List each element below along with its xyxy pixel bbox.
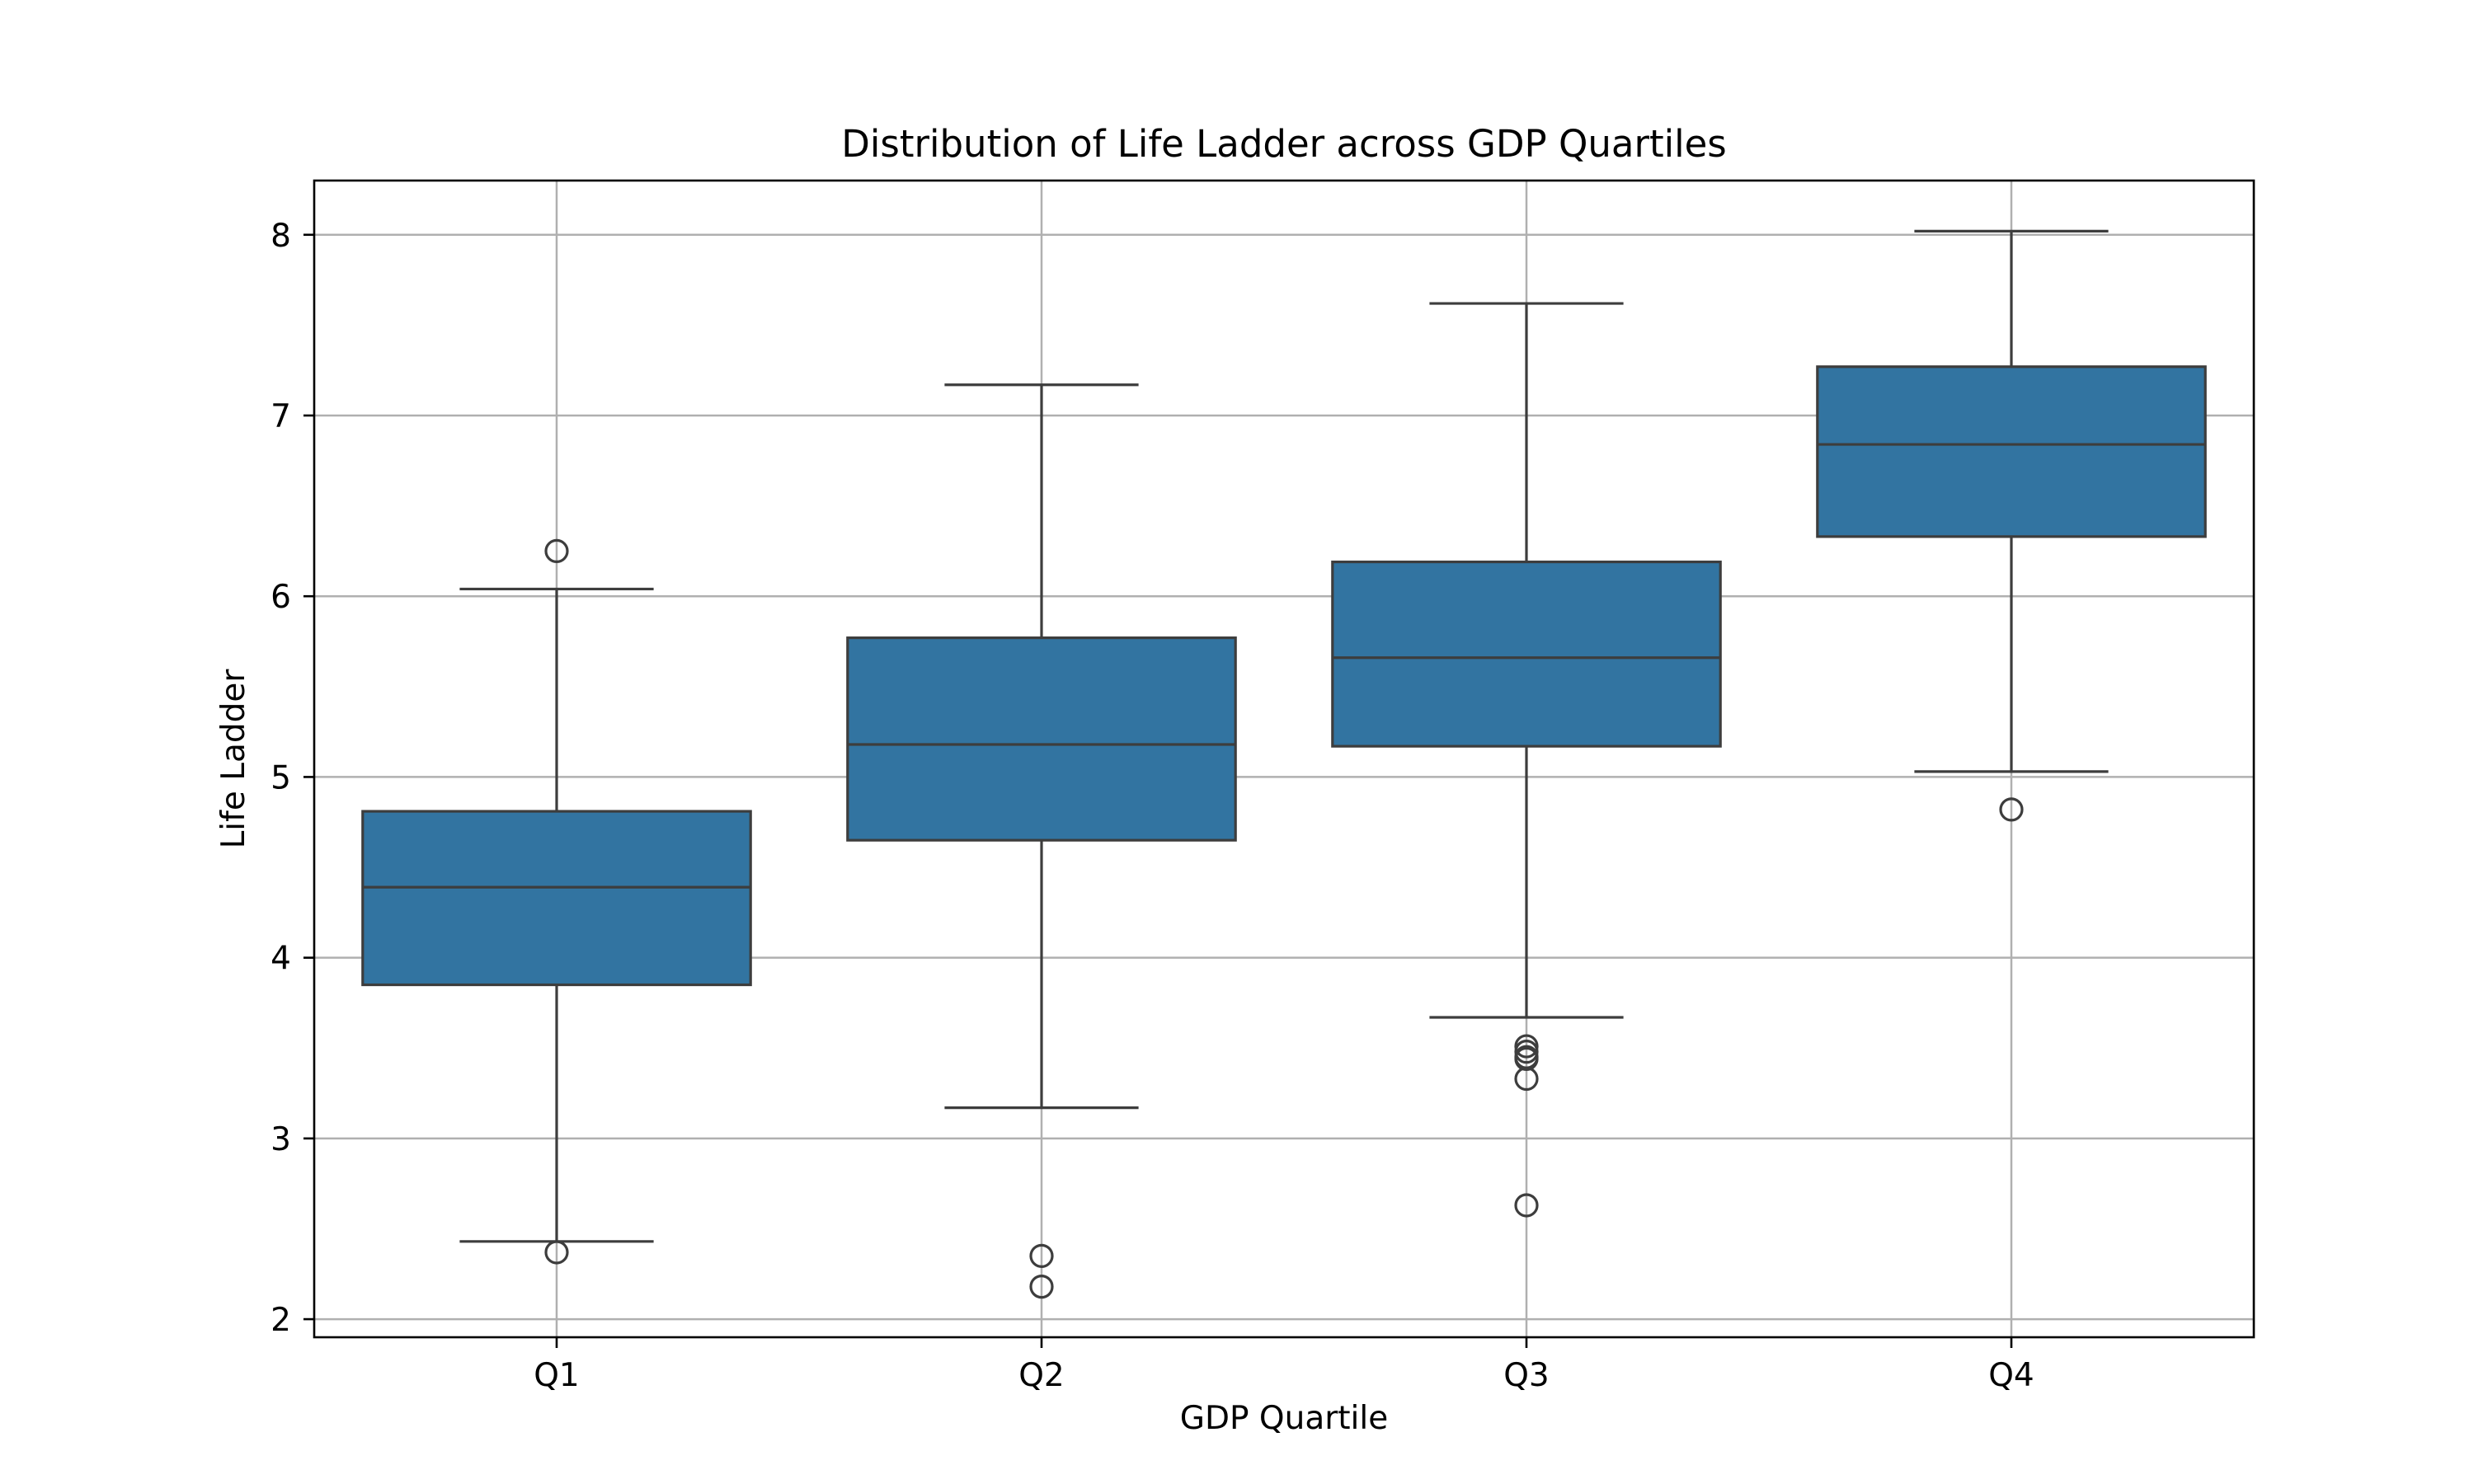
y-tick-label: 3 bbox=[270, 1121, 291, 1158]
box-group-q3 bbox=[1331, 302, 1722, 1218]
outlier-point bbox=[1029, 1243, 1054, 1268]
box-group-q2 bbox=[846, 383, 1237, 1299]
outlier-point bbox=[1514, 1193, 1539, 1218]
x-tick-label: Q2 bbox=[1018, 1357, 1065, 1394]
outlier-point bbox=[1514, 1046, 1539, 1072]
outlier-point bbox=[544, 1240, 569, 1265]
box-layer bbox=[361, 229, 2207, 1299]
iqr-box bbox=[361, 810, 752, 987]
y-tick-label: 7 bbox=[270, 398, 291, 435]
box-group-q1 bbox=[361, 538, 752, 1265]
x-axis-label: GDP Quartile bbox=[1180, 1400, 1388, 1437]
chart-title: Distribution of Life Ladder across GDP Q… bbox=[841, 122, 1727, 166]
x-tick-label: Q1 bbox=[534, 1357, 580, 1394]
x-tick-label: Q3 bbox=[1503, 1357, 1550, 1394]
iqr-box bbox=[1331, 560, 1722, 748]
box-group-q4 bbox=[1816, 229, 2207, 822]
grid-layer bbox=[314, 181, 2254, 1337]
y-tick-label: 8 bbox=[270, 218, 291, 255]
y-tick-label: 6 bbox=[270, 579, 291, 616]
plot-frame bbox=[313, 179, 2255, 1339]
outlier-point bbox=[1514, 1066, 1539, 1092]
y-tick-label: 2 bbox=[270, 1302, 291, 1339]
iqr-box bbox=[846, 636, 1237, 842]
y-axis-label: Life Ladder bbox=[215, 669, 252, 849]
tick-layer: 2 3 4 5 6 7 8 Q1 Q2 Q3 Q4 bbox=[270, 218, 2034, 1394]
y-tick-label: 5 bbox=[270, 759, 291, 796]
outlier-point bbox=[1999, 797, 2024, 822]
outlier-point bbox=[544, 538, 569, 563]
x-tick-label: Q4 bbox=[1988, 1357, 2034, 1394]
outlier-point bbox=[1029, 1275, 1054, 1299]
iqr-box bbox=[1816, 365, 2207, 538]
y-tick-label: 4 bbox=[270, 941, 291, 978]
